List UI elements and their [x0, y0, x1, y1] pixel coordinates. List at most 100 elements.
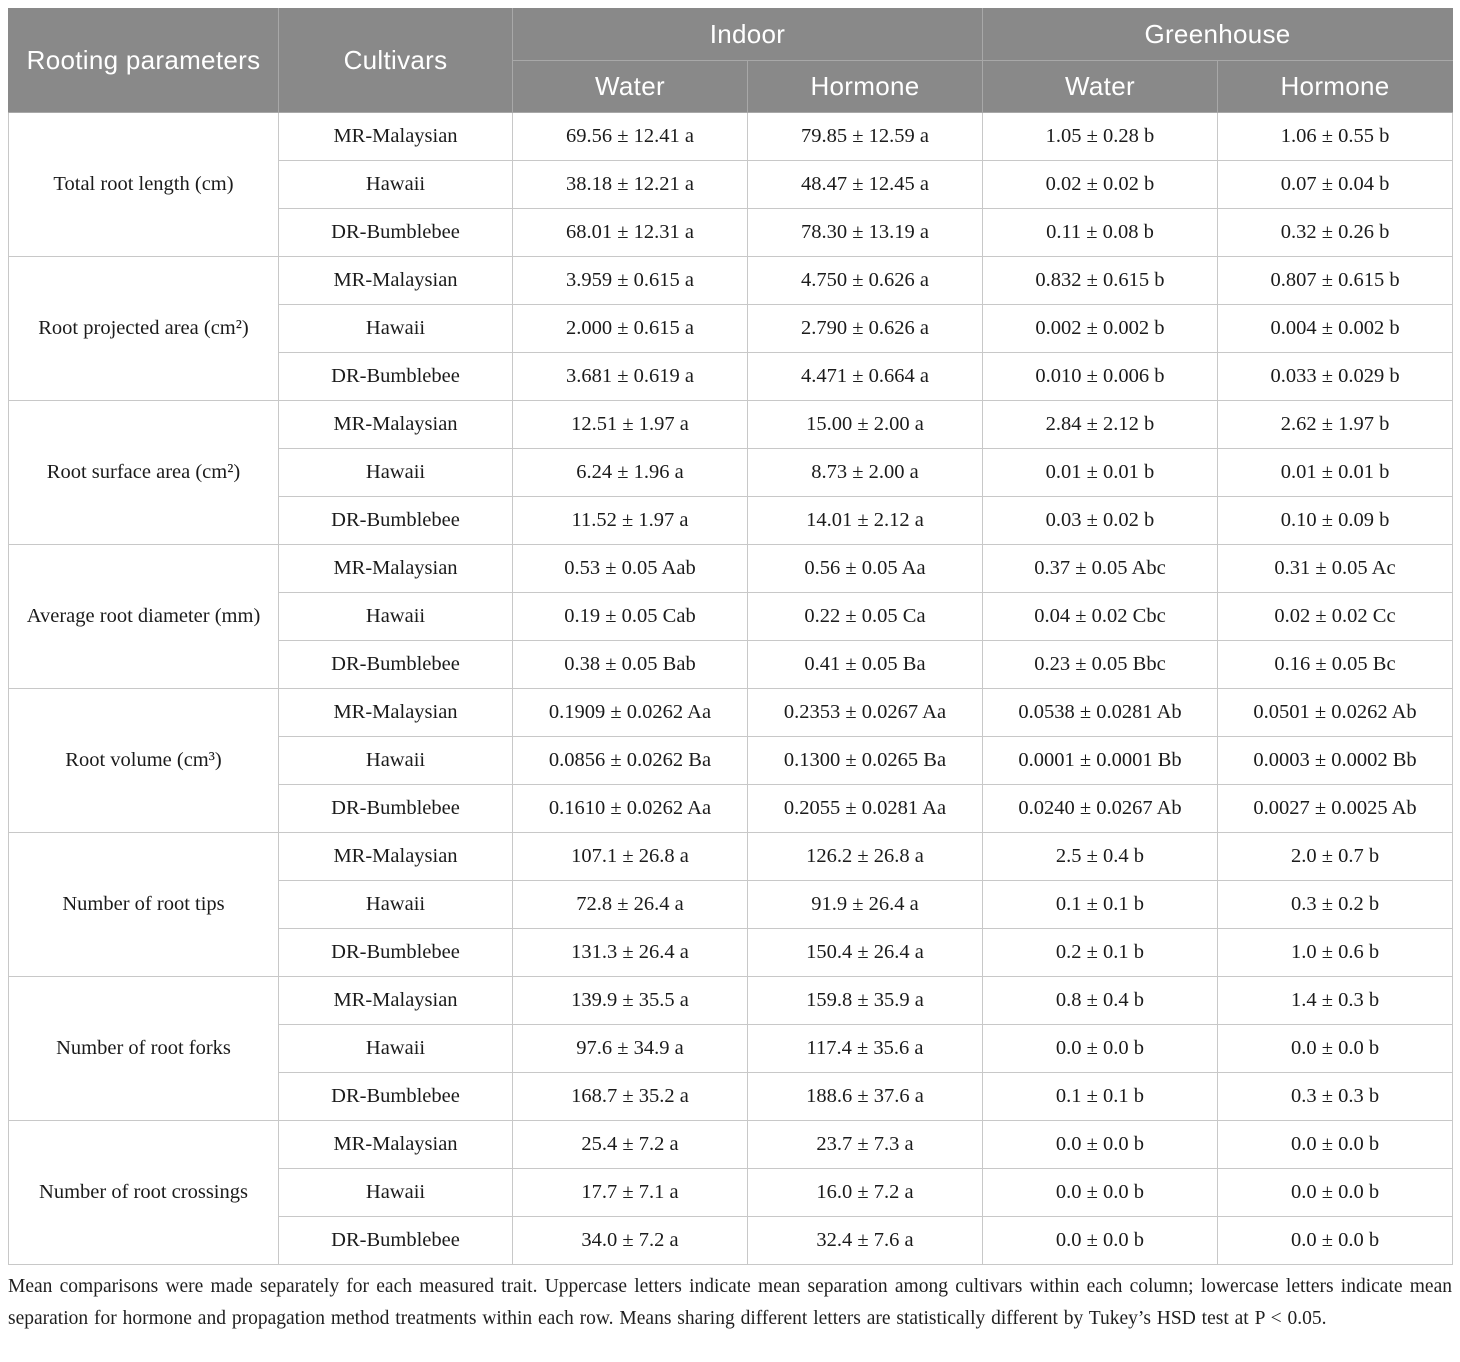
value-cell: 0.22 ± 0.05 Ca [747, 592, 983, 641]
header-indoor-hormone: Hormone [747, 60, 983, 113]
value-cell: 0.0856 ± 0.0262 Ba [512, 736, 748, 785]
value-cell: 0.19 ± 0.05 Cab [512, 592, 748, 641]
value-cell: 168.7 ± 35.2 a [512, 1072, 748, 1121]
value-cell: 0.0027 ± 0.0025 Ab [1216, 784, 1454, 833]
cultivar-cell: DR-Bumblebee [278, 640, 513, 689]
value-cell: 126.2 ± 26.8 a [747, 832, 983, 881]
table-row: Total root length (cm) MR-Malaysian 69.56 … [8, 112, 1454, 257]
cultivar-cell: MR-Malaysian [278, 112, 513, 161]
value-cell: 0.1610 ± 0.0262 Aa [512, 784, 748, 833]
value-cell: 0.11 ± 0.08 b [982, 208, 1218, 257]
cultivar-cell: DR-Bumblebee [278, 496, 513, 545]
cultivar-cell: Hawaii [278, 736, 513, 785]
value-cell: 0.010 ± 0.006 b [982, 352, 1218, 401]
value-cell: 0.2 ± 0.1 b [982, 928, 1218, 977]
value-cell: 0.2353 ± 0.0267 Aa [747, 688, 983, 737]
value-cell: 0.3 ± 0.3 b [1216, 1072, 1454, 1121]
value-cell: 25.4 ± 7.2 a [512, 1120, 748, 1169]
cultivar-cell: MR-Malaysian [278, 544, 513, 593]
value-cell: 0.033 ± 0.029 b [1216, 352, 1454, 401]
value-cell: 0.56 ± 0.05 Aa [747, 544, 983, 593]
header-group-indoor: Indoor [512, 8, 983, 61]
value-cell: 11.52 ± 1.97 a [512, 496, 748, 545]
value-cell: 2.0 ± 0.7 b [1216, 832, 1454, 881]
value-cell: 0.03 ± 0.02 b [982, 496, 1218, 545]
value-cell: 0.31 ± 0.05 Ac [1216, 544, 1454, 593]
value-cell: 0.0003 ± 0.0002 Bb [1216, 736, 1454, 785]
value-cell: 1.4 ± 0.3 b [1216, 976, 1454, 1025]
value-cell: 91.9 ± 26.4 a [747, 880, 983, 929]
value-cell: 0.0 ± 0.0 b [1216, 1216, 1454, 1265]
parameter-cell: Number of root forks [8, 976, 279, 1121]
table-row: Hawaii 0.0856 ± 0.0262 Ba 0.1300 ± 0.0265 … [9, 736, 1454, 785]
table-row: DR-Bumblebee 68.01 ± 12.31 a 78.30 ± 13.19… [9, 208, 1454, 257]
value-cell: 6.24 ± 1.96 a [512, 448, 748, 497]
value-cell: 12.51 ± 1.97 a [512, 400, 748, 449]
value-cell: 3.959 ± 0.615 a [512, 256, 748, 305]
value-cell: 48.47 ± 12.45 a [747, 160, 983, 209]
value-cell: 72.8 ± 26.4 a [512, 880, 748, 929]
header-cultivars: Cultivars [278, 8, 513, 113]
value-cell: 16.0 ± 7.2 a [747, 1168, 983, 1217]
value-cell: 0.0 ± 0.0 b [1216, 1168, 1454, 1217]
value-cell: 68.01 ± 12.31 a [512, 208, 748, 257]
value-cell: 2.5 ± 0.4 b [982, 832, 1218, 881]
value-cell: 0.807 ± 0.615 b [1216, 256, 1454, 305]
value-cell: 17.7 ± 7.1 a [512, 1168, 748, 1217]
value-cell: 0.002 ± 0.002 b [982, 304, 1218, 353]
cultivar-cell: Hawaii [278, 304, 513, 353]
cultivar-cell: MR-Malaysian [278, 400, 513, 449]
cultivar-cell: Hawaii [278, 880, 513, 929]
value-cell: 1.06 ± 0.55 b [1216, 112, 1454, 161]
value-cell: 0.38 ± 0.05 Bab [512, 640, 748, 689]
table-row: Hawaii 72.8 ± 26.4 a 91.9 ± 26.4 a 0.1 ± 0.… [9, 880, 1454, 929]
value-cell: 0.53 ± 0.05 Aab [512, 544, 748, 593]
cultivar-cell: DR-Bumblebee [278, 784, 513, 833]
table-row: Hawaii 97.6 ± 34.9 a 117.4 ± 35.6 a 0.0 ± 0… [9, 1024, 1454, 1073]
table-row: DR-Bumblebee 34.0 ± 7.2 a 32.4 ± 7.6 a 0.0 … [9, 1216, 1454, 1265]
table-row: Number of root crossings MR-Malaysian 25.4… [8, 1120, 1454, 1265]
value-cell: 0.1 ± 0.1 b [982, 880, 1218, 929]
rooting-parameters-table: Rooting parameters Cultivars Indoor Gree… [8, 8, 1454, 1265]
table-row: Hawaii 17.7 ± 7.1 a 16.0 ± 7.2 a 0.0 ± 0.0 … [9, 1168, 1454, 1217]
value-cell: 0.1300 ± 0.0265 Ba [747, 736, 983, 785]
value-cell: 23.7 ± 7.3 a [747, 1120, 983, 1169]
cultivar-cell: MR-Malaysian [278, 1120, 513, 1169]
cultivar-cell: DR-Bumblebee [278, 352, 513, 401]
value-cell: 0.0 ± 0.0 b [1216, 1024, 1454, 1073]
value-cell: 0.0538 ± 0.0281 Ab [982, 688, 1218, 737]
table-row: DR-Bumblebee 0.38 ± 0.05 Bab 0.41 ± 0.05 B… [9, 640, 1454, 689]
value-cell: 159.8 ± 35.9 a [747, 976, 983, 1025]
value-cell: 0.41 ± 0.05 Ba [747, 640, 983, 689]
table-row: DR-Bumblebee 3.681 ± 0.619 a 4.471 ± 0.664… [9, 352, 1454, 401]
parameter-cell: Number of root crossings [8, 1120, 279, 1265]
cultivar-cell: Hawaii [278, 160, 513, 209]
value-cell: 0.32 ± 0.26 b [1216, 208, 1454, 257]
value-cell: 78.30 ± 13.19 a [747, 208, 983, 257]
value-cell: 0.0240 ± 0.0267 Ab [982, 784, 1218, 833]
cultivar-cell: Hawaii [278, 1024, 513, 1073]
value-cell: 0.832 ± 0.615 b [982, 256, 1218, 305]
table-row: Number of root forks MR-Malaysian 139.9 ± … [8, 976, 1454, 1121]
value-cell: 0.02 ± 0.02 Cc [1216, 592, 1454, 641]
value-cell: 0.10 ± 0.09 b [1216, 496, 1454, 545]
value-cell: 8.73 ± 2.00 a [747, 448, 983, 497]
cultivar-cell: Hawaii [278, 448, 513, 497]
parameter-cell: Number of root tips [8, 832, 279, 977]
value-cell: 0.01 ± 0.01 b [982, 448, 1218, 497]
value-cell: 4.471 ± 0.664 a [747, 352, 983, 401]
cultivar-cell: MR-Malaysian [278, 256, 513, 305]
value-cell: 34.0 ± 7.2 a [512, 1216, 748, 1265]
value-cell: 32.4 ± 7.6 a [747, 1216, 983, 1265]
value-cell: 38.18 ± 12.21 a [512, 160, 748, 209]
value-cell: 0.0001 ± 0.0001 Bb [982, 736, 1218, 785]
table-row: DR-Bumblebee 0.1610 ± 0.0262 Aa 0.2055 ± 0… [9, 784, 1454, 833]
value-cell: 0.1909 ± 0.0262 Aa [512, 688, 748, 737]
table-row: Hawaii 6.24 ± 1.96 a 8.73 ± 2.00 a 0.01 ± 0… [9, 448, 1454, 497]
value-cell: 117.4 ± 35.6 a [747, 1024, 983, 1073]
value-cell: 0.04 ± 0.02 Cbc [982, 592, 1218, 641]
table-row: Average root diameter (mm) MR-Malaysian 0.… [8, 544, 1454, 689]
value-cell: 139.9 ± 35.5 a [512, 976, 748, 1025]
header-rooting-parameters: Rooting parameters [8, 8, 279, 113]
table-footnote: Mean comparisons were made separately fo… [8, 1276, 1452, 1329]
